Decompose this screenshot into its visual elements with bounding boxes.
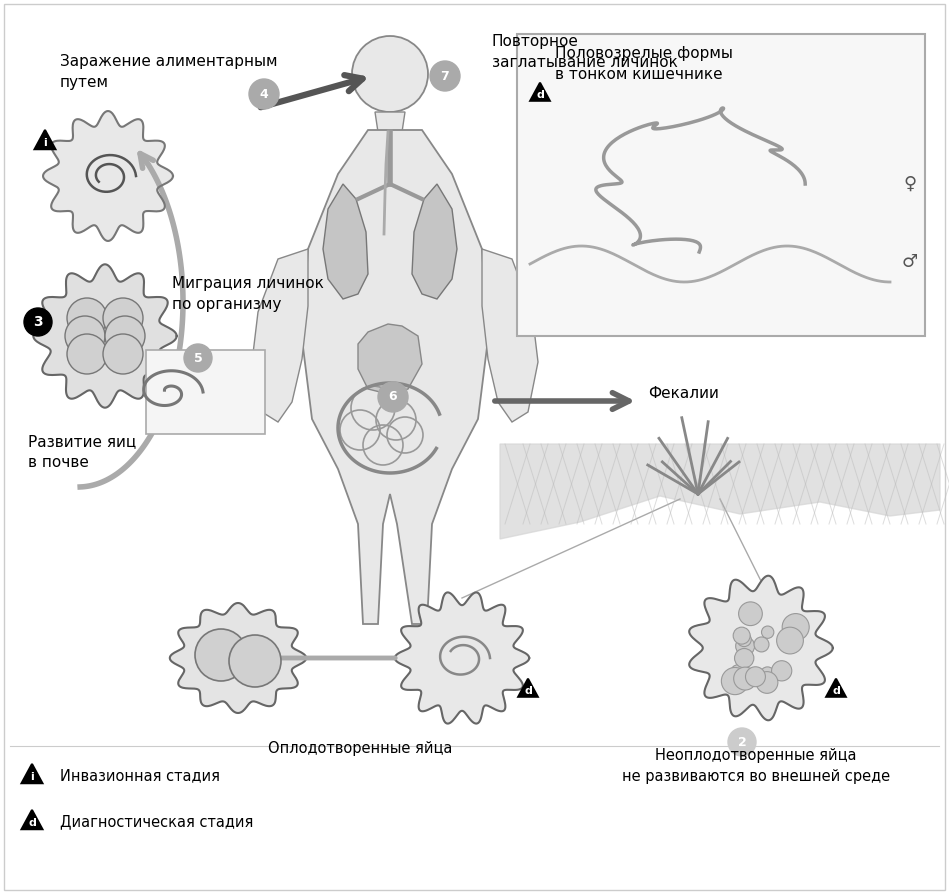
Text: d: d [536, 89, 544, 100]
Circle shape [746, 667, 766, 687]
Bar [517, 34, 925, 336]
Circle shape [103, 334, 143, 374]
Text: 6: 6 [389, 391, 398, 403]
Polygon shape [22, 764, 43, 783]
Text: Диагностическая стадия: Диагностическая стадия [60, 814, 253, 830]
Circle shape [760, 667, 774, 681]
Circle shape [105, 316, 145, 356]
FancyBboxPatch shape [146, 350, 265, 434]
Circle shape [772, 661, 791, 681]
Text: Оплодотворенные яйца: Оплодотворенные яйца [268, 741, 452, 756]
Text: i: i [43, 138, 47, 148]
Circle shape [734, 628, 750, 645]
Circle shape [65, 316, 105, 356]
Circle shape [735, 637, 754, 655]
Text: Заражение алиментарным
путем: Заражение алиментарным путем [60, 54, 277, 90]
Circle shape [24, 308, 52, 336]
Polygon shape [43, 111, 173, 241]
Circle shape [738, 602, 762, 626]
Text: Миграция личинок
по организму: Миграция личинок по организму [172, 276, 324, 312]
Text: Половозрелые формы
в тонком кишечнике: Половозрелые формы в тонком кишечнике [555, 46, 733, 82]
Text: d: d [524, 686, 532, 696]
Circle shape [756, 671, 778, 694]
Circle shape [67, 298, 107, 338]
Circle shape [782, 613, 809, 641]
Polygon shape [530, 83, 549, 101]
Text: ♂: ♂ [902, 253, 918, 271]
Text: d: d [28, 818, 36, 828]
Circle shape [67, 334, 107, 374]
Circle shape [754, 637, 769, 652]
Polygon shape [482, 249, 538, 422]
Polygon shape [252, 249, 308, 422]
Text: 7: 7 [440, 70, 450, 82]
Polygon shape [412, 184, 457, 299]
Text: Развитие яиц
в почве: Развитие яиц в почве [28, 434, 137, 470]
Polygon shape [33, 265, 177, 408]
Polygon shape [302, 130, 488, 624]
Polygon shape [34, 130, 55, 149]
Polygon shape [500, 444, 940, 539]
Text: Повторное
заглатывание личинок: Повторное заглатывание личинок [492, 34, 678, 70]
Circle shape [378, 382, 408, 412]
Circle shape [721, 668, 749, 695]
Circle shape [195, 629, 247, 681]
Text: ♀: ♀ [903, 175, 917, 193]
Circle shape [728, 728, 756, 756]
Circle shape [731, 665, 746, 679]
Polygon shape [827, 679, 846, 696]
Circle shape [352, 36, 428, 112]
Circle shape [761, 626, 773, 638]
Text: 5: 5 [194, 351, 202, 365]
Polygon shape [22, 810, 43, 830]
Circle shape [776, 628, 804, 654]
Circle shape [737, 632, 752, 646]
Text: Неоплодотворенные яйца
не развиваются во внешней среде: Неоплодотворенные яйца не развиваются во… [622, 748, 890, 784]
Circle shape [249, 79, 279, 109]
Polygon shape [518, 679, 538, 696]
Circle shape [734, 667, 756, 690]
Polygon shape [689, 576, 833, 721]
Circle shape [735, 648, 754, 668]
Circle shape [103, 298, 143, 338]
Polygon shape [170, 603, 307, 713]
Text: d: d [832, 686, 840, 696]
Text: i: i [30, 772, 34, 781]
Polygon shape [395, 593, 530, 723]
Circle shape [184, 344, 212, 372]
Circle shape [229, 635, 281, 687]
Polygon shape [375, 112, 405, 132]
Circle shape [430, 61, 460, 91]
Text: 3: 3 [33, 315, 43, 329]
Text: Фекалии: Фекалии [648, 386, 719, 401]
Text: Инвазионная стадия: Инвазионная стадия [60, 769, 220, 783]
Text: 2: 2 [737, 736, 746, 748]
Polygon shape [323, 184, 368, 299]
Polygon shape [358, 324, 422, 394]
Text: 4: 4 [260, 88, 269, 100]
